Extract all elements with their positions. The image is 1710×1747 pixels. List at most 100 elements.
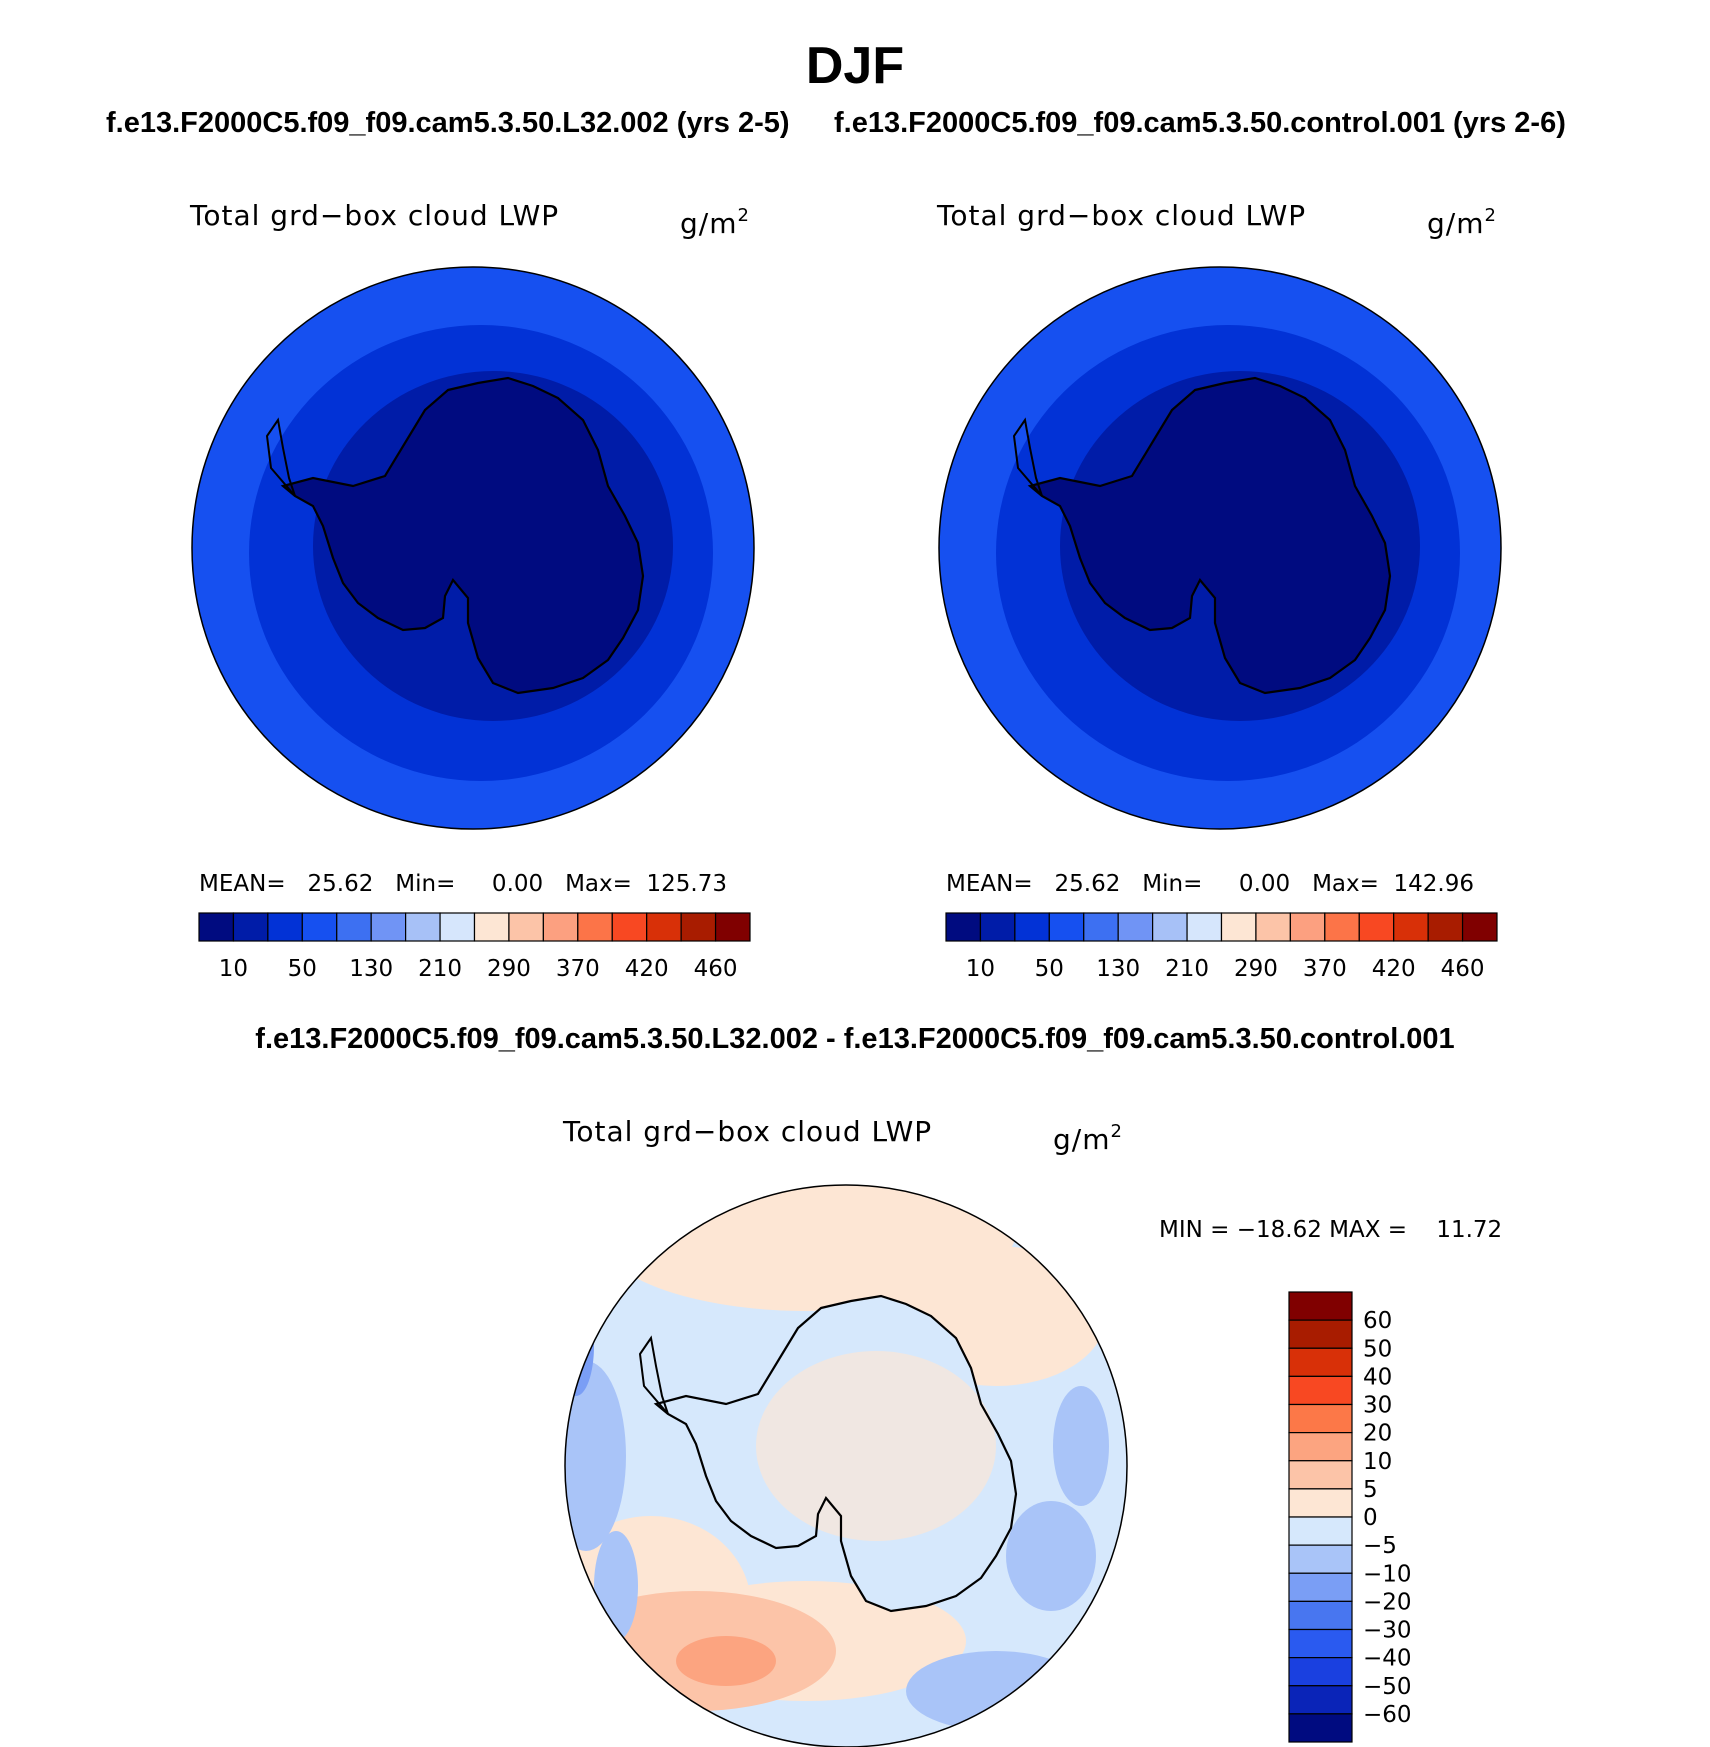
- left-colorbar-box: [301, 912, 338, 942]
- right-colorbar-box: [1324, 912, 1360, 942]
- diff-units: g/m2: [1053, 1115, 1123, 1157]
- right-stats: MEAN= 25.62 Min= 0.00 Max= 142.96: [946, 871, 1475, 897]
- diff-colorbar-tick-label: 30: [1363, 1393, 1392, 1419]
- diff-anomaly-region: [1006, 1501, 1096, 1611]
- diff-colorbar-box: [1288, 1628, 1353, 1659]
- right-case-title: f.e13.F2000C5.f09_f09.cam5.3.50.control.…: [834, 107, 1566, 139]
- right-map-border: [938, 266, 1502, 830]
- diff-variable-title: Total grd−box cloud LWP: [563, 1115, 933, 1148]
- left-colorbar-tick-label: 460: [694, 956, 738, 982]
- diff-colorbar-box: [1288, 1347, 1353, 1377]
- left-colorbar-box: [611, 912, 648, 942]
- left-colorbar-tick-label: 130: [349, 956, 393, 982]
- diff-colorbar-tick-label: −5: [1363, 1533, 1397, 1559]
- diff-colorbar-box: [1288, 1713, 1353, 1743]
- right-colorbar-tick-label: 210: [1165, 956, 1209, 982]
- right-colorbar-box: [1358, 912, 1395, 942]
- left-map-border: [191, 266, 755, 830]
- diff-colorbar-box: [1288, 1460, 1353, 1490]
- left-peninsula-coast: [265, 417, 296, 497]
- left-colorbar-box: [646, 912, 682, 942]
- left-colorbar-tick-label: 290: [487, 956, 531, 982]
- right-colorbar-box: [1393, 912, 1429, 942]
- diff-colorbar-tick-label: −60: [1363, 1702, 1412, 1728]
- left-colorbar-box: [267, 912, 303, 942]
- left-colorbar-box: [336, 912, 372, 942]
- difference-map: [564, 1184, 1128, 1747]
- diff-colorbar-box: [1288, 1544, 1353, 1574]
- left-colorbar-box: [232, 912, 269, 942]
- diff-anomaly-region: [676, 1636, 776, 1686]
- diff-colorbar-box: [1288, 1403, 1353, 1434]
- left-colorbar-box: [370, 912, 407, 942]
- right-colorbar-box: [1255, 912, 1291, 942]
- right-colorbar-box: [1186, 912, 1223, 942]
- diff-colorbar-tick-label: −10: [1363, 1561, 1412, 1587]
- diff-colorbar-box: [1288, 1657, 1353, 1687]
- difference-case-title: f.e13.F2000C5.f09_f09.cam5.3.50.L32.002 …: [255, 1023, 1455, 1055]
- diff-colorbar-tick-label: −40: [1363, 1646, 1412, 1672]
- left-colorbar-tick-label: 50: [288, 956, 317, 982]
- right-units-base: g/m: [1427, 207, 1485, 240]
- right-units: g/m2: [1427, 199, 1497, 241]
- right-colorbar-tick-label: 370: [1303, 956, 1347, 982]
- right-colorbar-tick-label: 420: [1372, 956, 1416, 982]
- right-colorbar-tick-label: 290: [1234, 956, 1278, 982]
- right-colorbar-box: [1048, 912, 1085, 942]
- right-coastline: [1027, 376, 1392, 695]
- left-map: [191, 266, 755, 830]
- diff-units-base: g/m: [1053, 1123, 1111, 1156]
- right-colorbar-box: [1014, 912, 1050, 942]
- diff-colorbar-tick-label: 60: [1363, 1308, 1392, 1334]
- diff-colorbar-tick-label: 50: [1363, 1336, 1392, 1362]
- left-colorbar-tick-label: 210: [418, 956, 462, 982]
- diff-anomaly-region: [906, 1651, 1086, 1731]
- diff-anomaly-region: [594, 1531, 638, 1641]
- diff-anomaly-region: [565, 1296, 594, 1396]
- left-colorbar-box: [405, 912, 441, 942]
- right-colorbar-tick-label: 50: [1035, 956, 1064, 982]
- right-colorbar-box: [1220, 912, 1257, 942]
- right-colorbar-box: [1427, 912, 1464, 942]
- left-colorbar-box: [577, 912, 613, 942]
- diff-colorbar-tick-label: 10: [1363, 1449, 1392, 1475]
- diff-colorbar-box: [1288, 1319, 1353, 1349]
- right-colorbar-box: [1289, 912, 1326, 942]
- diff-colorbar-box: [1288, 1291, 1353, 1321]
- right-colorbar-box: [1152, 912, 1188, 942]
- left-colorbar-box: [714, 912, 751, 942]
- diff-colorbar-tick-label: −30: [1363, 1618, 1412, 1644]
- diff-map-border: [564, 1184, 1128, 1747]
- diff-peninsula-coast: [638, 1335, 669, 1415]
- right-colorbar-box: [945, 912, 982, 942]
- left-colorbar-box: [680, 912, 717, 942]
- left-colorbar: 10 50 130 210 290 370 420 460: [198, 912, 751, 982]
- diff-colorbar-box: [1288, 1572, 1353, 1602]
- left-colorbar-tick-label: 10: [219, 956, 248, 982]
- diff-continent-anomaly: [756, 1351, 996, 1541]
- left-colorbar-box: [542, 912, 579, 942]
- left-colorbar-box: [439, 912, 476, 942]
- diff-units-exp: 2: [1110, 1121, 1123, 1142]
- diff-coastline: [653, 1294, 1018, 1613]
- left-variable-title: Total grd−box cloud LWP: [190, 199, 560, 232]
- left-units-base: g/m: [680, 207, 738, 240]
- diff-colorbar-box: [1288, 1685, 1353, 1715]
- left-units: g/m2: [680, 199, 750, 241]
- diff-colorbar-tick-label: 0: [1363, 1505, 1378, 1531]
- diff-anomaly-region: [1053, 1386, 1109, 1506]
- right-colorbar-box: [1461, 912, 1498, 942]
- diff-colorbar-tick-label: 5: [1363, 1477, 1378, 1503]
- left-stats: MEAN= 25.62 Min= 0.00 Max= 125.73: [199, 871, 728, 897]
- right-colorbar-tick-label: 460: [1441, 956, 1485, 982]
- season-title: DJF: [805, 37, 905, 95]
- diff-colorbar-tick-label: 40: [1363, 1364, 1392, 1390]
- left-colorbar-box: [198, 912, 235, 942]
- right-colorbar-box: [979, 912, 1016, 942]
- right-units-exp: 2: [1484, 205, 1497, 226]
- right-colorbar-tick-label: 10: [966, 956, 995, 982]
- diff-anomaly-region: [565, 1361, 626, 1551]
- left-colorbar-tick-label: 370: [556, 956, 600, 982]
